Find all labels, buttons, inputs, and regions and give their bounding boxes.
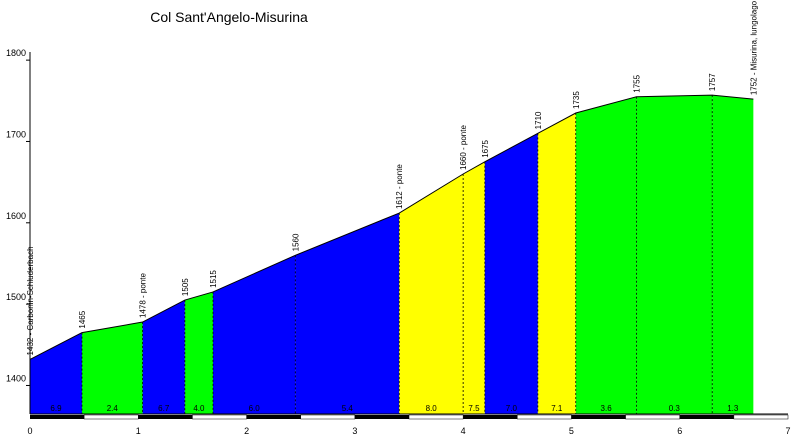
segment-9 <box>537 113 576 414</box>
x-tick-label-6: 6 <box>677 426 682 436</box>
point-label-13: 1752 - Misurina, lungolago <box>749 0 758 95</box>
x-scale-black-2 <box>246 415 301 419</box>
x-scale-white-0 <box>83 414 139 420</box>
segment-10 <box>575 96 637 414</box>
y-tick-label-2: 1600 <box>6 211 26 221</box>
chart-title: Col Sant'Angelo-Misurina <box>150 9 308 25</box>
point-label-1: 1465 <box>78 310 87 328</box>
x-tick-label-2: 2 <box>244 426 249 436</box>
x-scale-black-4 <box>463 415 518 419</box>
y-tick-label-0: 1400 <box>6 373 26 383</box>
gradient-label-12: 1.3 <box>727 404 739 413</box>
x-scale-black-5 <box>571 415 626 419</box>
x-scale-white-5 <box>625 414 680 420</box>
segment-12 <box>712 95 754 415</box>
gradient-label-2: 6.7 <box>158 404 170 413</box>
y-tick-label-3: 1700 <box>6 129 26 139</box>
gradient-label-1: 2.4 <box>107 404 119 413</box>
point-label-11: 1755 <box>632 74 641 92</box>
segment-1 <box>81 322 143 414</box>
gradient-label-3: 4.0 <box>193 404 205 413</box>
segment-11 <box>636 95 713 415</box>
x-tick-label-7: 7 <box>785 426 790 436</box>
gradient-label-5: 5.4 <box>342 404 354 413</box>
elevation-point-labels: 1432 - Carbonin-Schluderbach 1465 1478 - p… <box>26 0 758 355</box>
gradient-label-6: 8.0 <box>426 404 438 413</box>
gradient-labels: 6.9 2.4 6.7 4.0 6.0 5.4 8.0 7.5 7.0 7.1 3.6 0.3 1.3 <box>50 404 738 413</box>
point-label-8: 1675 <box>481 139 490 157</box>
gradient-label-9: 7.1 <box>551 404 563 413</box>
point-label-10: 1735 <box>572 91 581 109</box>
segment-3 <box>184 291 214 414</box>
x-axis: 0 1 2 3 4 5 6 7 <box>27 413 791 436</box>
x-scale-white-6 <box>733 414 789 420</box>
x-scale-white-1 <box>192 414 247 420</box>
point-label-7: 1660 - ponte <box>459 125 468 170</box>
gradient-label-8: 7.0 <box>506 404 518 413</box>
y-axis: 1400 1500 1600 1700 1800 <box>6 48 31 414</box>
y-tick-label-4: 1800 <box>6 48 26 58</box>
point-label-0: 1432 - Carbonin-Schluderbach <box>26 246 35 355</box>
x-tick-label-1: 1 <box>136 426 141 436</box>
profile-line <box>29 94 754 360</box>
gradient-label-0: 6.9 <box>50 404 62 413</box>
gradient-label-4: 6.0 <box>249 404 261 413</box>
segment-2 <box>142 300 185 414</box>
x-scale-black-1 <box>138 415 193 419</box>
segment-6 <box>399 174 464 414</box>
segment-4 <box>213 255 296 414</box>
profile-outline <box>29 94 754 360</box>
point-label-3: 1505 <box>181 278 190 296</box>
x-scale-black-6 <box>679 415 734 419</box>
x-scale-white-2 <box>300 414 356 420</box>
point-label-5: 1560 <box>291 233 300 251</box>
x-tick-label-0: 0 <box>27 426 32 436</box>
gradient-label-10: 3.6 <box>601 404 613 413</box>
segment-0 <box>30 332 82 414</box>
segment-5 <box>295 213 400 414</box>
point-label-6: 1612 - ponte <box>395 164 404 209</box>
x-scale-white-3 <box>408 414 464 420</box>
point-label-12: 1757 <box>708 73 717 91</box>
segment-dividers <box>81 95 713 414</box>
x-scale-black-3 <box>354 415 409 419</box>
point-label-9: 1710 <box>534 111 543 129</box>
x-tick-label-5: 5 <box>569 426 574 436</box>
x-tick-label-3: 3 <box>352 426 357 436</box>
gradient-label-11: 0.3 <box>669 404 681 413</box>
segment-8 <box>484 133 538 415</box>
point-label-2: 1478 - ponte <box>139 273 148 318</box>
x-tick-label-4: 4 <box>461 426 466 436</box>
gradient-segments <box>30 95 754 415</box>
x-scale-white-4 <box>517 414 572 420</box>
point-label-4: 1515 <box>209 270 218 288</box>
gradient-label-7: 7.5 <box>468 404 480 413</box>
x-scale-black-0 <box>30 415 85 419</box>
segment-7 <box>463 161 485 414</box>
y-tick-label-1: 1500 <box>6 292 26 302</box>
